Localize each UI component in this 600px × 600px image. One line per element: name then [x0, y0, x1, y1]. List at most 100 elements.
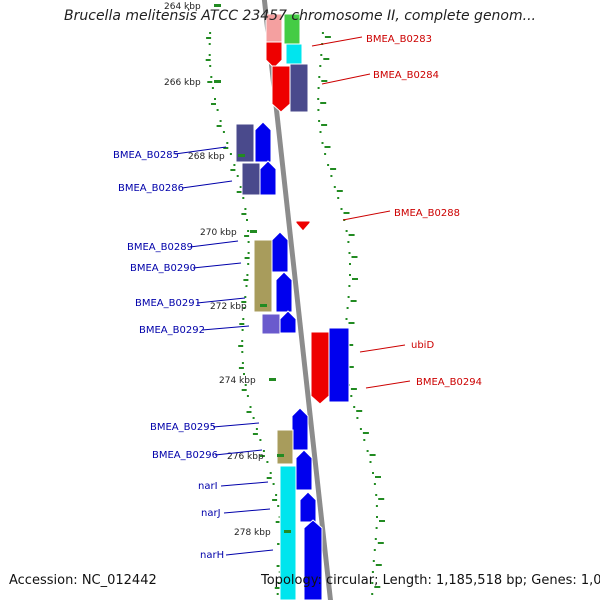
gc-dot [349, 274, 351, 276]
gc-dot [348, 252, 351, 254]
gc-dot [375, 505, 378, 507]
gene-callout-line [174, 146, 227, 155]
gc-dot [245, 285, 248, 287]
gc-dot [347, 296, 350, 298]
gc-dot [246, 274, 249, 276]
gene-label[interactable]: BMEA_B0292 [139, 325, 205, 336]
gc-dot [262, 450, 265, 452]
gc-dot [246, 219, 248, 221]
gene-label[interactable]: BMEA_B0284 [373, 70, 439, 81]
gene-label[interactable]: narH [200, 550, 224, 561]
gene-arrow-forward [259, 160, 277, 196]
backbone-line [261, 0, 333, 600]
gc-dash [239, 323, 245, 325]
gc-dash [266, 477, 272, 479]
gene-callout-line [321, 73, 371, 85]
gc-dot [244, 384, 247, 386]
kbp-tick-label: 266 kbp [164, 78, 201, 88]
gc-dot [249, 406, 252, 408]
gene-label[interactable]: BMEA_B0290 [130, 263, 196, 274]
gc-dot [266, 461, 269, 463]
gc-dash [243, 279, 249, 281]
gc-dot [247, 252, 250, 254]
gc-dot [276, 593, 279, 595]
gc-dash [211, 103, 216, 105]
gc-dash [324, 36, 331, 38]
gc-dot [242, 318, 245, 320]
gc-dot [236, 175, 239, 177]
gene-label[interactable]: narJ [201, 508, 221, 519]
gc-dot [275, 494, 278, 496]
gene-label-track: BMEA_B0283 BMEA_B0284 BMEA_B0285 BMEA_B0286… [113, 34, 482, 561]
gc-dot [243, 307, 246, 309]
topology-text: Topology: circular; Length: 1,185,518 bp… [261, 573, 600, 588]
gc-dash [223, 147, 229, 149]
gene-label[interactable]: BMEA_B0285 [113, 150, 179, 161]
gene-label[interactable]: narI [198, 481, 218, 492]
gene-label[interactable]: BMEA_B0283 [366, 34, 432, 45]
gc-dash [259, 455, 265, 457]
gc-dash [348, 322, 355, 324]
kbp-tick-label: 272 kbp [210, 302, 247, 312]
gene-block [253, 239, 273, 313]
gene-label[interactable]: BMEA_B0286 [118, 183, 184, 194]
gc-dot [337, 197, 340, 199]
gc-dash [244, 257, 250, 259]
gc-dot [317, 109, 320, 111]
gc-dash [374, 586, 381, 588]
kbp-tick-label: 274 kbp [219, 376, 256, 386]
gene-block [328, 327, 350, 403]
kbp-tick-mark [284, 530, 291, 533]
gene-callout-line [212, 422, 260, 428]
gc-dash [205, 59, 211, 61]
gene-block [289, 63, 309, 113]
gc-dash [375, 476, 381, 478]
kbp-tick-mark [260, 304, 267, 307]
gc-dot [374, 538, 377, 540]
gc-dot [356, 417, 359, 419]
gc-dot [209, 65, 212, 67]
gc-dot [369, 461, 372, 463]
gene-label[interactable]: BMEA_B0289 [127, 242, 193, 253]
gc-dot [371, 593, 374, 595]
gc-dash [336, 190, 343, 192]
gc-dot [371, 582, 374, 584]
gc-dash [216, 125, 222, 127]
gc-dash [275, 521, 281, 523]
kbp-tick-label: 264 kbp [164, 2, 201, 12]
gc-dot [353, 406, 356, 408]
gc-dot [372, 560, 375, 562]
map-title: Brucella melitensis ATCC 23457 chromosom… [64, 8, 536, 24]
gc-dot [350, 395, 353, 397]
gene-arrow-reverse [271, 65, 291, 113]
gc-dot [209, 32, 212, 34]
gc-dot [241, 351, 244, 353]
gc-dash [378, 498, 385, 500]
gc-dot [219, 120, 222, 122]
gc-dash [362, 432, 369, 434]
gc-dot [321, 142, 324, 144]
gc-dot [208, 54, 211, 56]
gc-dash [230, 169, 236, 171]
gene-label[interactable]: BMEA_B0295 [150, 422, 216, 433]
gene-callout-line [223, 508, 271, 514]
kbp-tick-mark [277, 454, 284, 457]
gc-dot [373, 549, 376, 551]
gene-callout-line [181, 180, 233, 189]
kbp-tick-label: 270 kbp [200, 228, 237, 238]
gene-label[interactable]: BMEA_B0294 [416, 377, 482, 388]
gene-block [276, 429, 294, 465]
gc-dash [246, 411, 252, 413]
gc-dot [247, 230, 250, 232]
gc-dot [226, 142, 229, 144]
accession-text: Accession: NC_012442 [9, 573, 157, 588]
gc-dot [208, 43, 211, 45]
gene-label[interactable]: BMEA_B0296 [152, 450, 218, 461]
gene-arrow-reverse [265, 41, 283, 69]
gene-label[interactable]: ubiD [411, 340, 434, 351]
gene-label[interactable]: BMEA_B0288 [394, 208, 460, 219]
gc-dash [350, 300, 357, 302]
gene-callout-line [201, 325, 250, 331]
gene-label[interactable]: BMEA_B0291 [135, 298, 201, 309]
gc-dot [375, 527, 378, 529]
